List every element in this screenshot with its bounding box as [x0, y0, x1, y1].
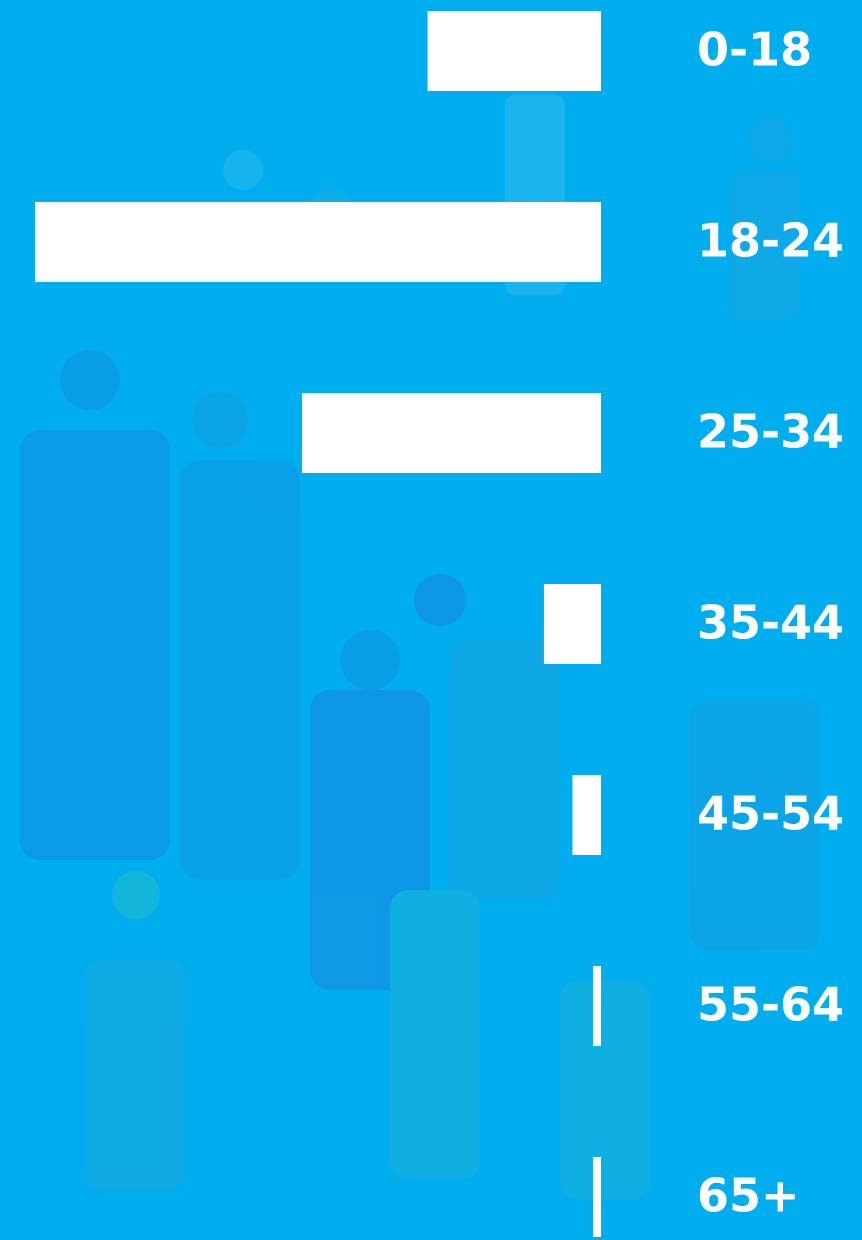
bar — [543, 584, 601, 664]
bar — [302, 393, 601, 473]
figure-head — [60, 350, 120, 410]
category-label: 45-54 — [697, 787, 844, 841]
figure-body — [180, 460, 300, 880]
figure-body — [450, 640, 560, 900]
figure-body — [85, 960, 185, 1190]
category-label: 0-18 — [697, 23, 812, 77]
figure-head — [748, 118, 792, 162]
figure-body — [560, 980, 650, 1200]
figure-head — [340, 630, 400, 690]
bar — [572, 775, 601, 855]
figure-head — [112, 871, 160, 919]
figure-body — [310, 690, 430, 990]
figure-body — [690, 700, 820, 950]
figure-head — [414, 574, 466, 626]
figure-head — [192, 392, 248, 448]
category-label: 25-34 — [697, 405, 844, 459]
bar — [427, 11, 601, 91]
figure-body — [390, 890, 480, 1180]
figure-body — [20, 430, 170, 860]
category-label: 18-24 — [697, 214, 844, 268]
bar — [35, 202, 601, 282]
bar — [593, 1157, 601, 1237]
figure-head — [223, 150, 263, 190]
category-label: 55-64 — [697, 978, 844, 1032]
category-label: 35-44 — [697, 596, 844, 650]
category-label: 65+ — [697, 1169, 800, 1223]
bar — [593, 966, 601, 1046]
figure-body — [730, 170, 800, 320]
